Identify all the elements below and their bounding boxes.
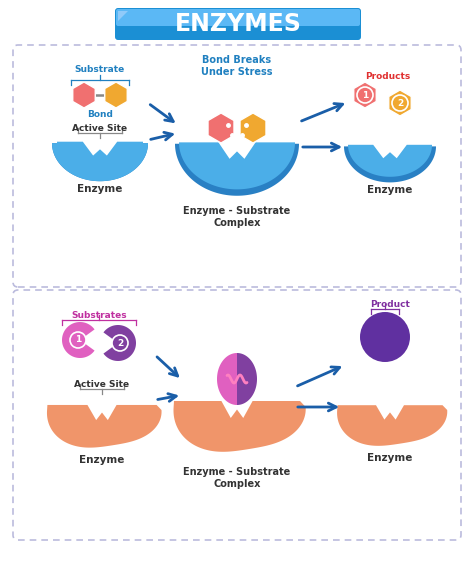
Polygon shape [217, 353, 237, 405]
FancyBboxPatch shape [115, 8, 361, 40]
Text: Substrate: Substrate [75, 65, 125, 74]
Polygon shape [118, 11, 128, 21]
Text: Product: Product [370, 300, 410, 309]
Text: Enzyme - Substrate
Complex: Enzyme - Substrate Complex [183, 206, 291, 228]
Text: 1: 1 [362, 90, 368, 99]
Polygon shape [348, 145, 432, 177]
Text: Bond: Bond [87, 110, 113, 119]
Polygon shape [52, 143, 148, 181]
Polygon shape [173, 401, 306, 452]
Text: Enzyme: Enzyme [367, 185, 413, 195]
Polygon shape [52, 143, 148, 181]
Circle shape [70, 332, 86, 348]
Text: 2: 2 [117, 338, 123, 347]
Text: 2: 2 [397, 98, 403, 107]
Text: Active Site: Active Site [73, 124, 128, 133]
Polygon shape [354, 82, 376, 108]
Circle shape [357, 87, 373, 103]
Polygon shape [389, 90, 411, 116]
Polygon shape [240, 113, 266, 143]
Polygon shape [175, 144, 299, 195]
Text: Substrates: Substrates [71, 311, 127, 320]
Polygon shape [344, 146, 436, 182]
Circle shape [392, 95, 408, 111]
Polygon shape [103, 325, 136, 361]
Text: ENZYMES: ENZYMES [174, 12, 301, 36]
FancyBboxPatch shape [13, 290, 461, 540]
Text: Enzyme: Enzyme [79, 455, 125, 465]
Text: Enzyme: Enzyme [367, 453, 413, 463]
Text: 1: 1 [75, 336, 81, 345]
Polygon shape [57, 142, 143, 175]
Polygon shape [179, 142, 295, 189]
Polygon shape [47, 405, 162, 447]
Polygon shape [105, 82, 127, 108]
Polygon shape [237, 353, 257, 405]
Circle shape [360, 312, 410, 362]
Circle shape [112, 335, 128, 351]
Text: Products: Products [365, 72, 410, 81]
Polygon shape [208, 113, 234, 143]
Polygon shape [337, 405, 447, 446]
Text: Enzyme: Enzyme [77, 184, 123, 194]
Polygon shape [62, 322, 94, 358]
Text: Bond Breaks
Under Stress: Bond Breaks Under Stress [201, 55, 273, 77]
Polygon shape [73, 82, 95, 108]
Text: Enzyme - Substrate
Complex: Enzyme - Substrate Complex [183, 467, 291, 489]
FancyBboxPatch shape [116, 9, 360, 26]
Text: Active Site: Active Site [74, 380, 129, 389]
FancyBboxPatch shape [13, 45, 461, 287]
